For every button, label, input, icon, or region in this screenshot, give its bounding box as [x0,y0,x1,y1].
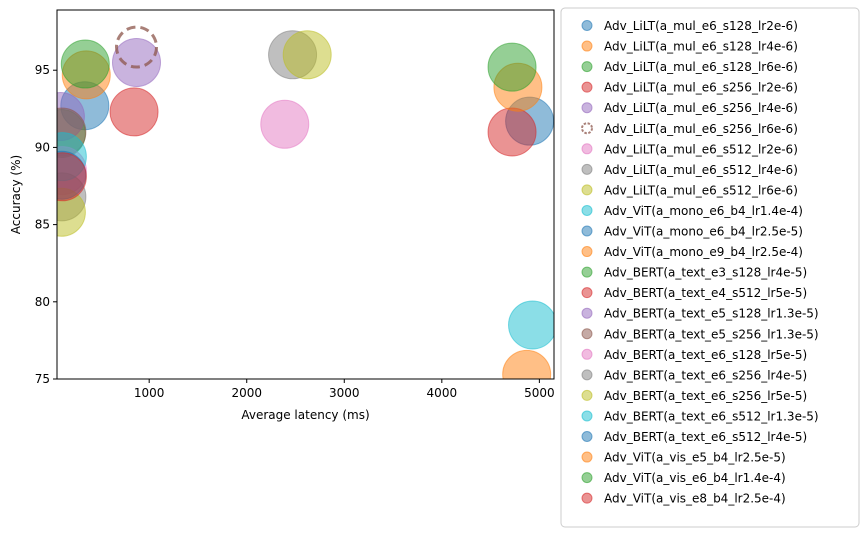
x-axis: 1000 2000 3000 4000 5000 [134,379,555,400]
legend-marker [581,81,593,93]
legend-marker [581,348,593,360]
scatter-point [502,349,552,379]
legend-label: Adv_ViT(a_mono_e6_b4_lr1.4e-4) [604,204,803,218]
scatter-point [487,42,537,92]
legend-label: Adv_ViT(a_mono_e9_b4_lr2.5e-4) [604,245,803,259]
legend-marker [581,307,593,319]
legend-label: Adv_ViT(a_vis_e6_b4_lr1.4e-4) [604,471,786,485]
legend-marker [581,492,593,504]
legend-marker [581,472,593,484]
x-tick-label: 2000 [231,386,262,400]
legend-marker [581,266,593,278]
legend-marker [581,20,593,31]
legend-marker [581,246,593,258]
legend-label: Adv_BERT(a_text_e5_s256_lr1.3e-5) [604,327,819,341]
legend-marker [581,389,593,401]
legend-marker [581,204,593,216]
legend-label: Adv_BERT(a_text_e6_s512_lr4e-5) [604,430,807,444]
legend-label: Adv_BERT(a_text_e6_s128_lr5e-5) [604,348,807,362]
legend-label: Adv_LiLT(a_mul_e6_s128_lr6e-6) [604,60,798,74]
legend-label: Adv_LiLT(a_mul_e6_s512_lr2e-6) [604,142,798,156]
legend-label: Adv_LiLT(a_mul_e6_s512_lr4e-6) [604,163,798,177]
legend-marker [581,143,593,155]
legend-marker [581,122,593,135]
y-tick-label: 90 [35,140,50,154]
x-tick-label: 3000 [329,386,360,400]
plot-frame [56,9,555,380]
plot-area [57,25,554,379]
scatter-point [115,25,159,69]
legend-label: Adv_BERT(a_text_e6_s256_lr5e-5) [604,389,807,403]
legend-label: Adv_LiLT(a_mul_e6_s128_lr4e-6) [604,40,798,54]
legend-label: Adv_LiLT(a_mul_e6_s256_lr4e-6) [604,101,798,115]
legend-label: Adv_BERT(a_text_e3_s128_lr4e-5) [604,266,807,280]
scatter-point [57,152,87,202]
legend-label: Adv_LiLT(a_mul_e6_s256_lr2e-6) [604,81,798,95]
legend-marker [581,61,593,73]
x-axis-label: Average latency (ms) [241,408,369,422]
y-tick-label: 95 [35,63,50,77]
scatter-point [112,37,162,87]
legend-marker [581,328,593,340]
legend-label: Adv_BERT(a_text_e6_s256_lr4e-5) [604,368,807,382]
scatter-point [282,30,332,80]
legend-marker [581,451,593,463]
legend-label: Adv_BERT(a_text_e5_s128_lr1.3e-5) [604,307,819,321]
legend-label: Adv_LiLT(a_mul_e6_s512_lr6e-6) [604,183,798,197]
legend-label: Adv_BERT(a_text_e6_s512_lr1.3e-5) [604,409,819,423]
legend-marker [581,369,593,381]
legend-label: Adv_LiLT(a_mul_e6_s128_lr2e-6) [604,19,798,33]
legend-label: Adv_LiLT(a_mul_e6_s256_lr6e-6) [604,122,798,136]
y-axis-label: Accuracy (%) [9,155,23,234]
scatter-point [109,87,159,137]
legend-frame [560,7,860,528]
x-tick-label: 4000 [427,386,458,400]
y-axis: 75 80 85 90 95 [35,63,57,386]
legend-marker [581,410,593,422]
x-tick-label: 1000 [134,386,165,400]
x-tick-label: 5000 [524,386,555,400]
y-tick-label: 75 [35,372,50,386]
legend-label: Adv_ViT(a_vis_e8_b4_lr2.5e-4) [604,492,786,506]
scatter-point [260,99,310,149]
legend-label: Adv_BERT(a_text_e4_s512_lr5e-5) [604,286,807,300]
legend: Adv_LiLT(a_mul_e6_s128_lr2e-6) Adv_LiLT(a… [560,7,860,528]
legend-marker [581,287,593,299]
y-tick-label: 80 [35,295,50,309]
legend-marker [581,102,593,114]
legend-marker [581,225,593,237]
legend-marker [581,163,593,175]
legend-label: Adv_ViT(a_mono_e6_b4_lr2.5e-5) [604,225,803,239]
scatter-point [487,107,537,157]
y-tick-label: 85 [35,218,50,232]
legend-marker [581,40,593,52]
legend-marker [581,431,593,442]
legend-label: Adv_ViT(a_vis_e5_b4_lr2.5e-5) [604,451,786,465]
legend-marker [581,184,593,196]
scatter-point [60,39,110,89]
scatter-point [508,300,554,350]
